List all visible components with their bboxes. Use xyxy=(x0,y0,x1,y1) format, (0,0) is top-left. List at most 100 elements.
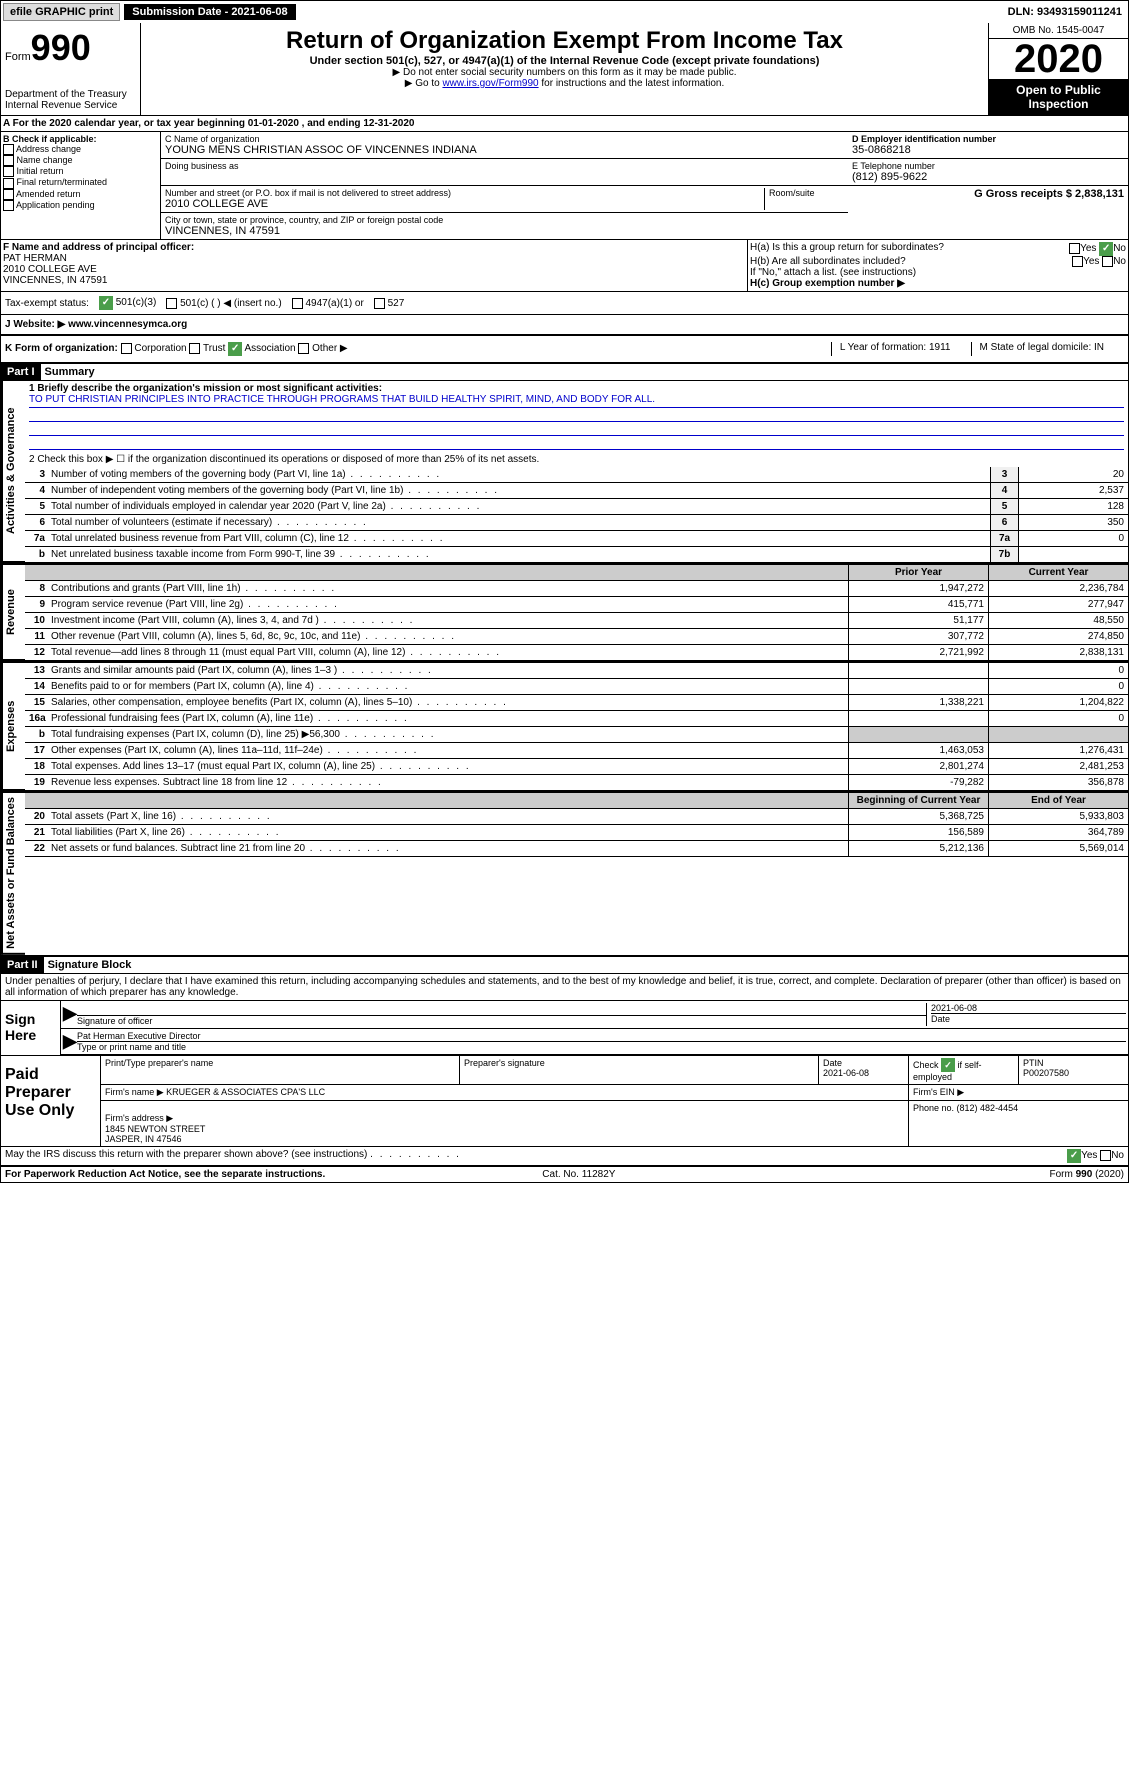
financial-line: 20Total assets (Part X, line 16)5,368,72… xyxy=(25,809,1128,825)
financial-line: 14Benefits paid to or for members (Part … xyxy=(25,679,1128,695)
financial-line: 10Investment income (Part VIII, column (… xyxy=(25,613,1128,629)
financial-line: 22Net assets or fund balances. Subtract … xyxy=(25,841,1128,857)
section-fh: F Name and address of principal officer:… xyxy=(1,240,1128,292)
checkbox-amended[interactable]: Amended return xyxy=(3,189,158,200)
ssn-note: ▶ Do not enter social security numbers o… xyxy=(145,67,984,78)
address-label: Number and street (or P.O. box if mail i… xyxy=(165,188,764,198)
governance-line: 6Total number of volunteers (estimate if… xyxy=(25,515,1128,531)
efile-button[interactable]: efile GRAPHIC print xyxy=(3,3,120,21)
website-row: J Website: ▶ www.vincennesymca.org xyxy=(1,315,1128,336)
firm-name-value: KRUEGER & ASSOCIATES CPA'S LLC xyxy=(166,1087,325,1097)
form-footer: Form 990 (2020) xyxy=(1050,1169,1124,1180)
net-assets-side-label: Net Assets or Fund Balances xyxy=(1,793,25,955)
financial-line: 15Salaries, other compensation, employee… xyxy=(25,695,1128,711)
k-trust-checkbox[interactable] xyxy=(189,343,200,354)
sign-date-value: 2021-06-08 xyxy=(931,1003,1126,1013)
org-name-value: YOUNG MENS CHRISTIAN ASSOC OF VINCENNES … xyxy=(165,144,844,156)
officer-name-value: Pat Herman Executive Director xyxy=(77,1031,1126,1042)
dba-label: Doing business as xyxy=(165,161,844,171)
discuss-yes-checkbox[interactable]: ✓ xyxy=(1067,1149,1081,1163)
self-employed-check[interactable]: Check ✓ if self-employed xyxy=(908,1056,1018,1084)
tax-exempt-row: Tax-exempt status: ✓ 501(c)(3) 501(c) ( … xyxy=(1,292,1128,315)
hb-yes-checkbox[interactable] xyxy=(1072,256,1083,267)
part2-header: Part II Signature Block xyxy=(1,955,1128,974)
tax-year: 2020 xyxy=(989,39,1128,79)
topbar: efile GRAPHIC print Submission Date - 20… xyxy=(1,1,1128,23)
prior-year-header: Prior Year xyxy=(848,565,988,580)
hb-note: If "No," attach a list. (see instruction… xyxy=(750,267,1126,278)
end-year-header: End of Year xyxy=(988,793,1128,808)
form-prefix: Form xyxy=(5,51,31,63)
4947-checkbox[interactable] xyxy=(292,298,303,309)
ha-yes-checkbox[interactable] xyxy=(1069,243,1080,254)
501c3-checkbox[interactable]: ✓ xyxy=(99,296,113,310)
revenue-side-label: Revenue xyxy=(1,565,25,661)
discuss-label: May the IRS discuss this return with the… xyxy=(5,1149,367,1160)
officer-label: F Name and address of principal officer: xyxy=(3,242,745,253)
discuss-no-checkbox[interactable] xyxy=(1100,1150,1111,1161)
city-value: VINCENNES, IN 47591 xyxy=(165,225,844,237)
cat-number: Cat. No. 11282Y xyxy=(542,1169,615,1180)
section-bcd: B Check if applicable: Address change Na… xyxy=(1,132,1128,240)
l-year: L Year of formation: 1911 xyxy=(831,342,951,356)
ha-no-checkbox[interactable]: ✓ xyxy=(1099,242,1113,256)
k-other-checkbox[interactable] xyxy=(298,343,309,354)
checkbox-final-return[interactable]: Final return/terminated xyxy=(3,177,158,188)
part2-label: Part II xyxy=(1,957,44,973)
financial-line: 16aProfessional fundraising fees (Part I… xyxy=(25,711,1128,727)
527-checkbox[interactable] xyxy=(374,298,385,309)
k-assoc-checkbox[interactable]: ✓ xyxy=(228,342,242,356)
part2-title: Signature Block xyxy=(44,959,132,971)
sign-here-label: Sign Here xyxy=(1,1001,61,1055)
phone-value: (812) 895-9622 xyxy=(852,171,1124,183)
city-label: City or town, state or province, country… xyxy=(165,215,844,225)
part1-title: Summary xyxy=(41,366,95,378)
governance-line: bNet unrelated business taxable income f… xyxy=(25,547,1128,563)
k-corp-checkbox[interactable] xyxy=(121,343,132,354)
tax-exempt-label: Tax-exempt status: xyxy=(5,298,89,309)
checkbox-initial-return[interactable]: Initial return xyxy=(3,166,158,177)
preparer-sig-label: Preparer's signature xyxy=(459,1056,818,1084)
governance-line: 7aTotal unrelated business revenue from … xyxy=(25,531,1128,547)
part1-label: Part I xyxy=(1,364,41,380)
paperwork-notice: For Paperwork Reduction Act Notice, see … xyxy=(5,1169,325,1180)
financial-line: 8Contributions and grants (Part VIII, li… xyxy=(25,581,1128,597)
financial-line: 13Grants and similar amounts paid (Part … xyxy=(25,663,1128,679)
governance-line: 3Number of voting members of the governi… xyxy=(25,467,1128,483)
firm-addr-value: 1845 NEWTON STREET JASPER, IN 47546 xyxy=(105,1124,205,1144)
instructions-link[interactable]: www.irs.gov/Form990 xyxy=(442,78,538,89)
dln-label: DLN: 93493159011241 xyxy=(1008,6,1122,18)
financial-line: 19Revenue less expenses. Subtract line 1… xyxy=(25,775,1128,791)
firm-name-label: Firm's name ▶ xyxy=(105,1087,164,1097)
checkbox-application-pending[interactable]: Application pending xyxy=(3,200,158,211)
financial-line: bTotal fundraising expenses (Part IX, co… xyxy=(25,727,1128,743)
expenses-side-label: Expenses xyxy=(1,663,25,791)
501c-checkbox[interactable] xyxy=(166,298,177,309)
goto-prefix: ▶ Go to xyxy=(405,78,443,89)
firm-addr-label: Firm's address ▶ xyxy=(105,1113,173,1123)
k-label: K Form of organization: xyxy=(5,343,118,354)
phone-label: E Telephone number xyxy=(852,161,1124,171)
firm-phone: Phone no. (812) 482-4454 xyxy=(908,1101,1128,1146)
goto-suffix: for instructions and the latest informat… xyxy=(539,78,725,89)
governance-side-label: Activities & Governance xyxy=(1,381,25,563)
line1-label: 1 Briefly describe the organization's mi… xyxy=(29,383,1124,394)
ptin-label: PTIN xyxy=(1023,1058,1124,1068)
financial-line: 17Other expenses (Part IX, column (A), l… xyxy=(25,743,1128,759)
financial-line: 11Other revenue (Part VIII, column (A), … xyxy=(25,629,1128,645)
ein-label: D Employer identification number xyxy=(852,134,1124,144)
paid-preparer-section: Paid Preparer Use Only Print/Type prepar… xyxy=(1,1056,1128,1147)
submission-date-button[interactable]: Submission Date - 2021-06-08 xyxy=(124,4,295,20)
perjury-statement: Under penalties of perjury, I declare th… xyxy=(1,974,1128,1001)
officer-value: PAT HERMAN 2010 COLLEGE AVE VINCENNES, I… xyxy=(3,253,745,286)
checkbox-address-change[interactable]: Address change xyxy=(3,144,158,155)
paid-preparer-label: Paid Preparer Use Only xyxy=(1,1056,101,1146)
ptin-value: P00207580 xyxy=(1023,1068,1124,1078)
checkbox-name-change[interactable]: Name change xyxy=(3,155,158,166)
preparer-name-label: Print/Type preparer's name xyxy=(101,1056,459,1084)
sign-arrow-icon-2: ▶ xyxy=(63,1031,77,1052)
governance-line: 5Total number of individuals employed in… xyxy=(25,499,1128,515)
beginning-year-header: Beginning of Current Year xyxy=(848,793,988,808)
financial-line: 18Total expenses. Add lines 13–17 (must … xyxy=(25,759,1128,775)
hb-no-checkbox[interactable] xyxy=(1102,256,1113,267)
